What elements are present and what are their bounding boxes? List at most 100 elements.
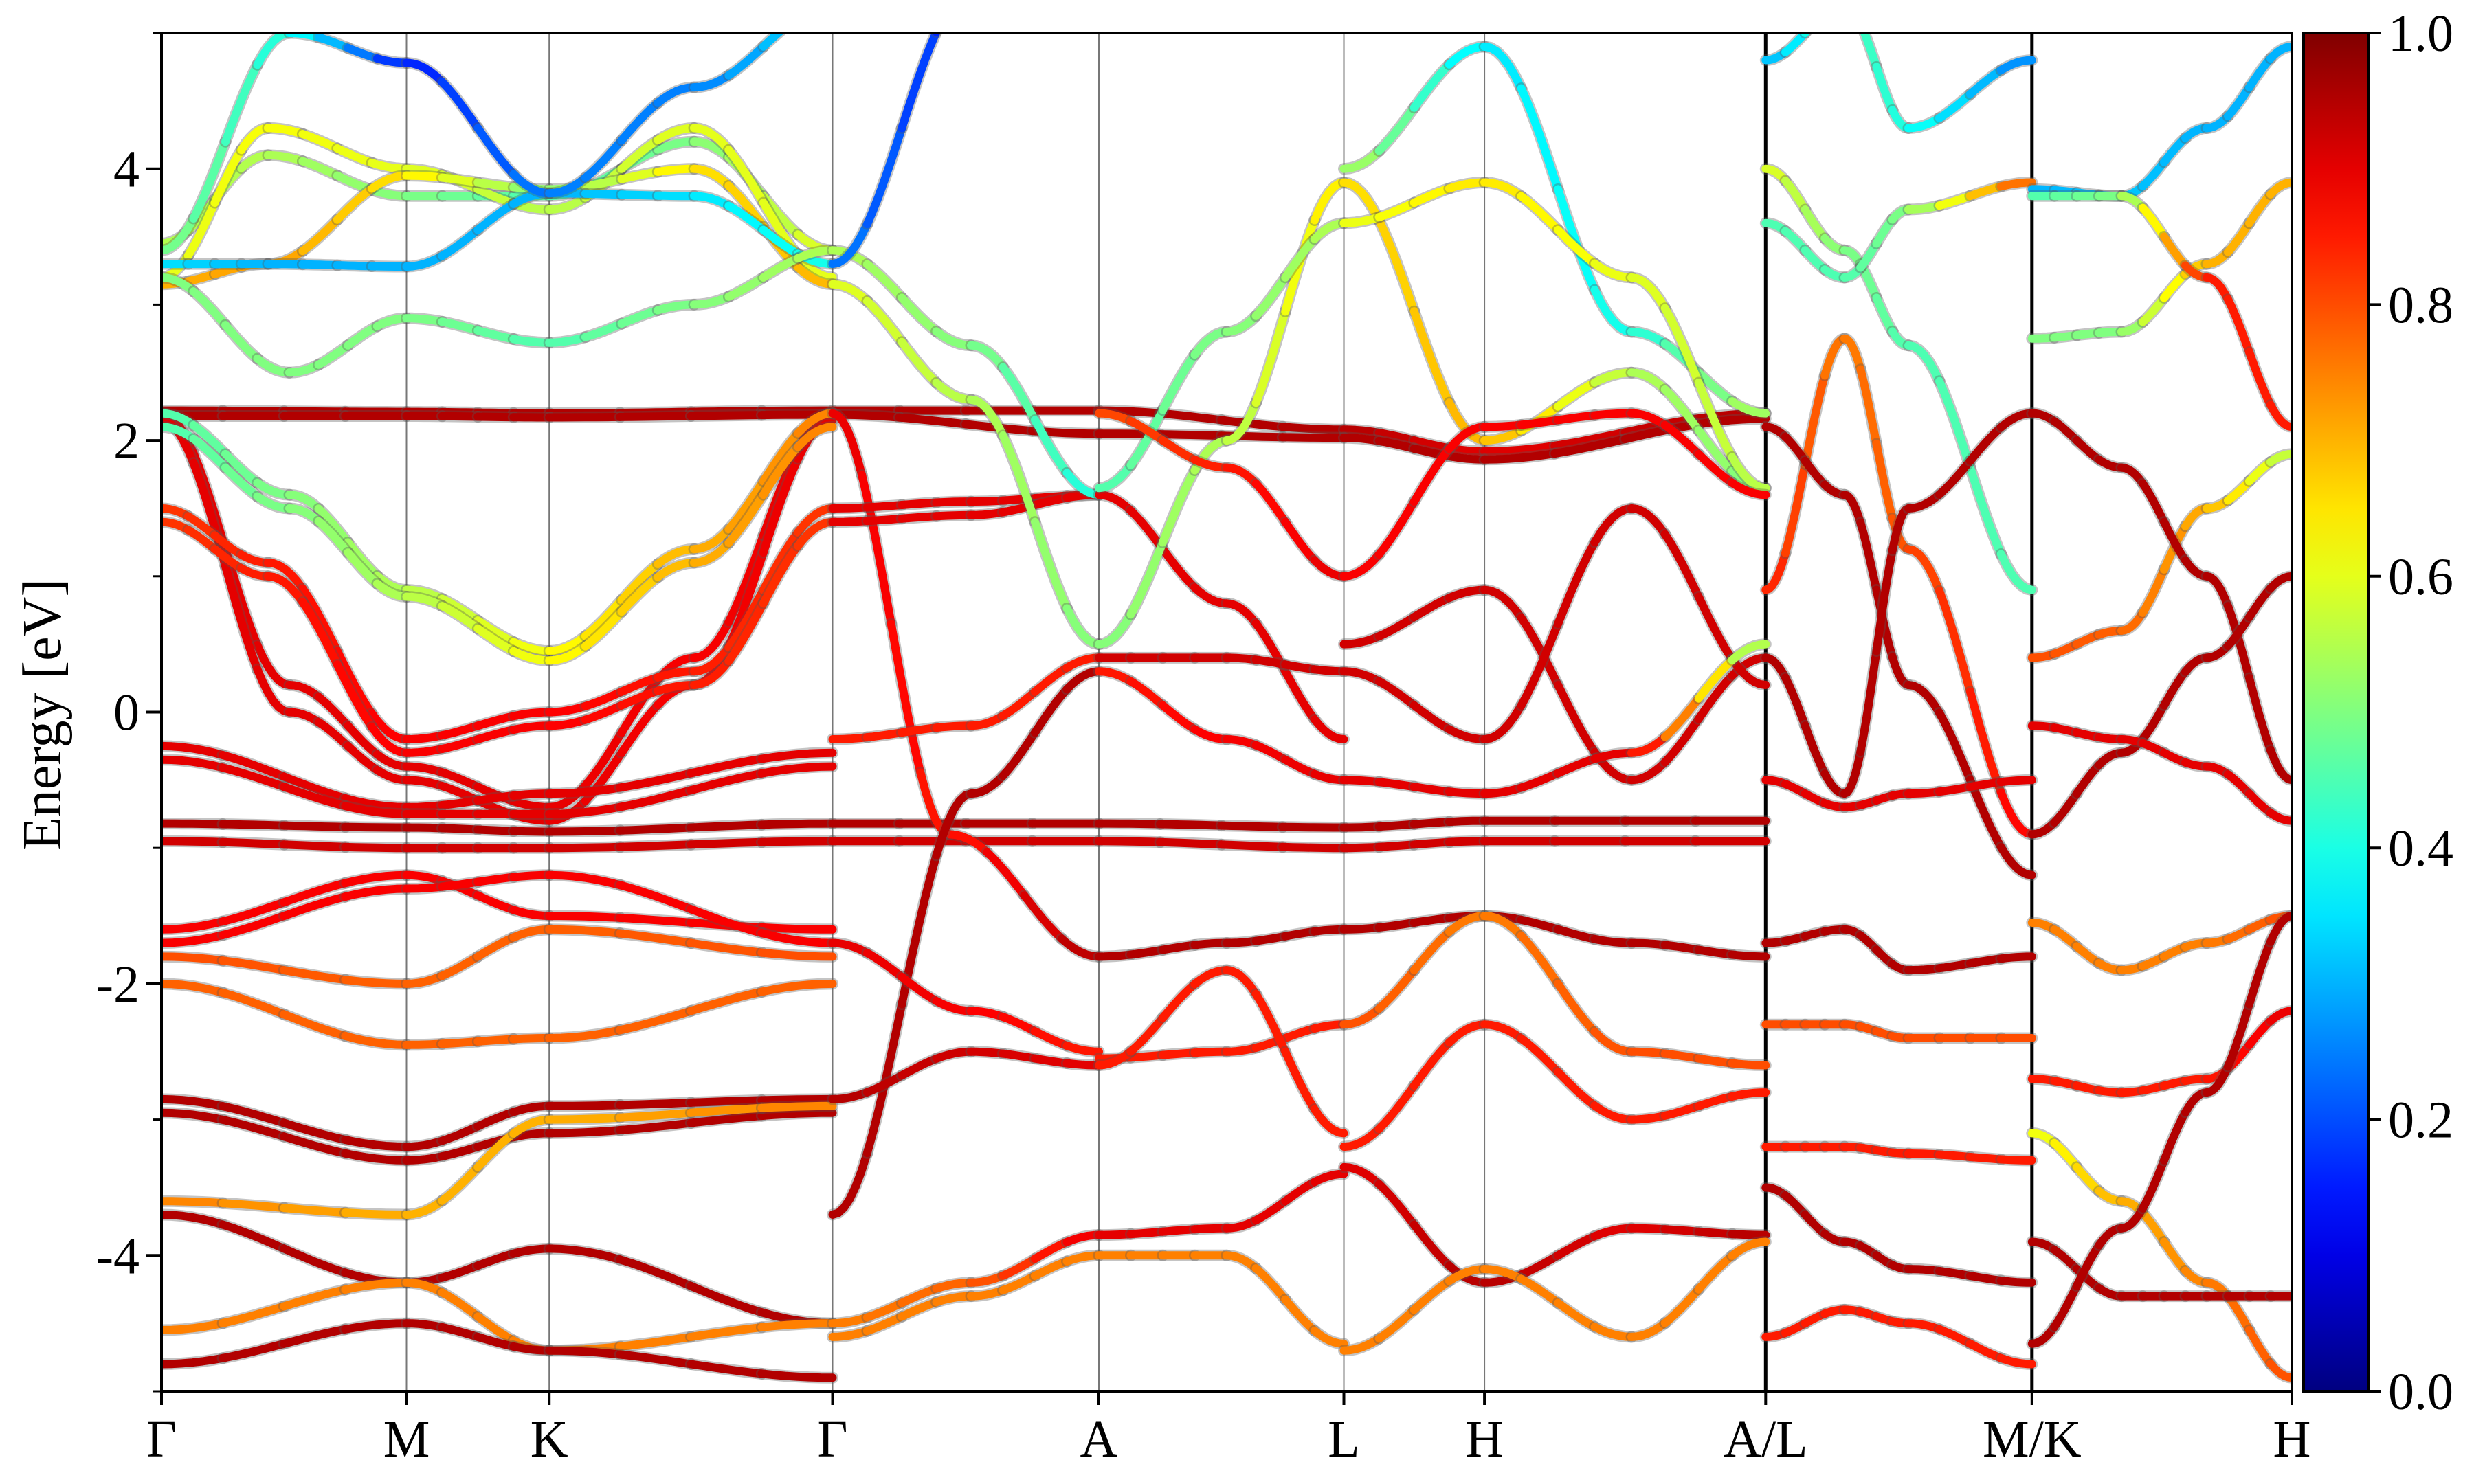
band-line: [1904, 1265, 1943, 1275]
band-line: [1904, 681, 1943, 717]
band-line: [1761, 653, 1790, 682]
band-line: [341, 842, 411, 853]
band-line: [616, 769, 695, 792]
band-line: [237, 564, 272, 581]
band-line: [545, 826, 625, 836]
band-line: [545, 333, 590, 347]
band-line: [372, 750, 411, 771]
band-line: [828, 409, 867, 480]
band-line: [2224, 83, 2253, 120]
band-line: [314, 504, 353, 547]
band-line: [654, 545, 698, 568]
band-line: [1694, 1227, 1737, 1239]
band-line: [1310, 769, 1348, 785]
band-line: [1374, 428, 1418, 445]
band-line: [1339, 923, 1383, 934]
band-line: [2203, 112, 2232, 133]
band-line: [1281, 517, 1319, 565]
band-line: [219, 1220, 289, 1253]
band-line: [1825, 6, 1845, 14]
band-line: [862, 297, 906, 346]
band-line: [545, 870, 625, 890]
band-line: [219, 1339, 289, 1362]
band-line: [1445, 444, 1489, 456]
band-line: [280, 783, 350, 811]
band-line: [1190, 1047, 1231, 1057]
band-line: [1445, 585, 1489, 603]
band-line: [862, 1071, 906, 1097]
band-line: [509, 721, 554, 734]
band-line: [898, 973, 941, 1005]
band-line: [1223, 599, 1260, 628]
band-line: [932, 327, 975, 350]
band-line: [1031, 416, 1071, 477]
band-line: [1904, 545, 1943, 596]
band-line: [341, 1319, 411, 1334]
band-line: [473, 616, 518, 647]
band-line: [473, 933, 518, 961]
band-line: [1374, 103, 1418, 155]
band-line: [1965, 66, 2005, 98]
band-line: [438, 173, 482, 187]
band-line: [759, 225, 803, 258]
band-line: [2072, 436, 2104, 464]
band-line: [2224, 218, 2253, 256]
band-line: [161, 741, 227, 759]
band-line: [314, 341, 353, 369]
band-line: [1310, 1327, 1348, 1348]
band-line: [1445, 912, 1489, 936]
band-line: [1554, 225, 1599, 268]
band-line: [898, 1284, 941, 1307]
band-line: [759, 541, 803, 608]
band-line: [2139, 479, 2168, 526]
band-line: [161, 917, 227, 934]
band-line: [616, 1108, 695, 1122]
band-line: [1445, 837, 1489, 846]
colorbar-tick-label: 0.2: [2388, 1092, 2453, 1149]
band-line: [1480, 420, 1526, 431]
band-line: [1445, 42, 1489, 69]
band-line: [1517, 192, 1563, 234]
band-line: [2050, 925, 2081, 951]
band-line: [1801, 33, 1811, 37]
band-line: [1820, 334, 1849, 380]
band-line: [932, 721, 975, 732]
band-line: [617, 700, 662, 757]
band-line: [509, 925, 554, 942]
band-line: [1159, 545, 1199, 592]
band-line: [2050, 1138, 2081, 1171]
band-line: [509, 797, 554, 811]
band-line: [1872, 546, 1897, 655]
band-line: [402, 731, 447, 743]
band-line: [372, 54, 411, 67]
band-line: [1374, 840, 1418, 851]
band-line: [1190, 583, 1231, 608]
band-line: [1554, 1068, 1599, 1110]
band-line: [724, 491, 768, 548]
band-line: [898, 1054, 941, 1080]
band-line: [828, 733, 871, 743]
band-line: [1554, 979, 1599, 1036]
band-line: [473, 891, 518, 914]
band-line: [402, 585, 447, 603]
band-line: [1801, 205, 1829, 243]
kpoint-label: Γ: [818, 1410, 848, 1468]
band-line: [2072, 1241, 2104, 1290]
band-line: [438, 317, 482, 335]
band-line: [757, 1319, 837, 1331]
band-line: [402, 1136, 447, 1151]
band-line: [298, 584, 342, 655]
band-line: [1627, 758, 1669, 785]
band-line: [1409, 783, 1453, 796]
band-line: [1935, 1267, 1974, 1280]
colorbar-tick-label: 0.8: [2388, 276, 2453, 334]
band-line: [1409, 60, 1453, 112]
band-line: [1223, 1251, 1260, 1273]
band-line: [724, 273, 768, 301]
band-line: [690, 657, 733, 689]
band-line: [724, 201, 768, 234]
band-line: [967, 508, 1007, 519]
band-line: [2266, 745, 2292, 785]
band-line: [2050, 417, 2081, 445]
band-line: [438, 1122, 482, 1145]
